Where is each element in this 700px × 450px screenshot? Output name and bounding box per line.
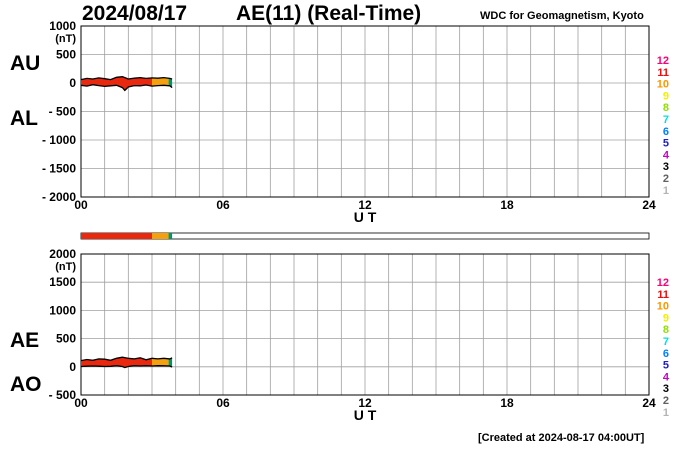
panel-upper-xaxis-label: U T (354, 209, 377, 225)
panel-lower-legend-level-1: 1 (663, 407, 669, 419)
panel-lower-ytick-label: 2000 (49, 247, 76, 261)
panel-upper-ytick-label: - 2000 (42, 190, 76, 204)
panel-lower-legend-level-2: 2 (663, 395, 669, 407)
panel-lower-legend-level-3: 3 (663, 383, 669, 395)
panel-upper-xtick-label: 00 (74, 198, 88, 212)
panel-lower-side-label-bottom: AO (10, 373, 42, 396)
panel-upper-legend-level-7: 7 (663, 114, 669, 126)
panel-lower-legend-level-9: 9 (663, 312, 669, 324)
panel-lower-xtick-label: 24 (642, 396, 656, 410)
panel-upper-legend-level-5: 5 (663, 138, 669, 150)
panel-upper-xtick-label: 18 (500, 198, 514, 212)
panel-lower-activity-fill-green (168, 358, 171, 367)
panel-upper-xtick-label: 06 (216, 198, 230, 212)
panel-lower-ytick-label: - 500 (49, 388, 77, 402)
panel-upper-ytick-label: - 500 (49, 105, 77, 119)
panel-upper-unit-label: (nT) (55, 33, 76, 45)
panel-lower-legend-level-4: 4 (663, 371, 670, 383)
panel-lower-plot-frame (80, 253, 650, 396)
panel-upper-ytick-label: - 1000 (42, 133, 76, 147)
panel-lower-ytick-label: 1000 (49, 303, 76, 317)
coverage-strip-orange (152, 233, 169, 239)
panel-upper-legend-level-10: 10 (657, 79, 669, 91)
panel-upper-legend-level-3: 3 (663, 161, 669, 173)
panel-upper-legend-level-4: 4 (663, 149, 670, 161)
panel-lower-activity-fill-red (81, 357, 152, 368)
panel-upper-plot-frame (80, 25, 650, 198)
panel-lower-unit-label: (nT) (55, 261, 76, 273)
panel-lower-activity-fill-teal (170, 357, 173, 368)
plot-date: 2024/08/17 (82, 2, 188, 25)
panel-upper-legend-level-2: 2 (663, 173, 669, 185)
panel-lower-ytick-label: 1500 (49, 275, 76, 289)
panel-upper-legend-level-9: 9 (663, 90, 669, 102)
panel-upper-legend-level-8: 8 (663, 102, 669, 114)
panel-lower-xtick-label: 06 (216, 396, 230, 410)
index-title: AE(11) (Real-Time) (236, 2, 422, 25)
panel-upper-series-al (80, 84, 173, 92)
data-source: WDC for Geomagnetism, Kyoto (480, 10, 644, 22)
panel-upper-legend-level-1: 1 (663, 185, 669, 197)
panel-upper-side-label-top: AU (10, 52, 40, 75)
panel-lower-legend-level-8: 8 (663, 324, 669, 336)
panel-lower-activity-fill-orange (152, 358, 169, 366)
panel-upper-activity-fill-orange (152, 77, 169, 87)
panel-upper-xtick-label: 24 (642, 198, 656, 212)
panel-lower-legend-level-12: 12 (657, 277, 669, 289)
panel-lower-legend-level-10: 10 (657, 301, 669, 313)
panel-lower-ytick-label: 500 (56, 332, 76, 346)
panel-upper-activity-fill-red (81, 76, 152, 91)
panel-upper-legend-level-11: 11 (657, 67, 669, 79)
panel-upper-ytick-label: 0 (69, 76, 76, 90)
panel-lower-xaxis-label: U T (354, 407, 377, 423)
panel-upper-activity-fill-teal (170, 78, 173, 88)
panel-lower-xtick-label: 00 (74, 396, 88, 410)
panel-lower-legend-level-7: 7 (663, 336, 669, 348)
panel-upper-ytick-label: - 1500 (42, 162, 76, 176)
panel-upper-ytick-label: 500 (56, 48, 76, 62)
panel-lower-series-ae (80, 356, 173, 362)
panel-upper-xtick-label: 12 (358, 198, 372, 212)
panel-lower-series-ao (80, 365, 173, 369)
coverage-strip-red (81, 233, 152, 239)
coverage-strip-green (168, 233, 171, 239)
panel-lower-legend-level-6: 6 (663, 348, 669, 360)
panel-upper-ytick-label: 1000 (49, 19, 76, 33)
created-timestamp: [Created at 2024-08-17 04:00UT] (478, 432, 645, 444)
panel-upper-activity-fill-green (168, 78, 171, 87)
panel-upper-legend-level-6: 6 (663, 126, 669, 138)
panel-lower-legend-level-11: 11 (657, 289, 669, 301)
panel-lower-xtick-label: 12 (358, 396, 372, 410)
panel-upper-series-au (80, 76, 173, 81)
panel-upper-legend-level-12: 12 (657, 55, 669, 67)
panel-lower-ytick-label: 0 (69, 360, 76, 374)
panel-lower-xtick-label: 18 (500, 396, 514, 410)
panel-lower-side-label-top: AE (10, 329, 39, 352)
panel-lower-legend-level-5: 5 (663, 360, 669, 372)
panel-upper-side-label-bottom: AL (10, 107, 38, 130)
coverage-strip-teal (170, 233, 173, 239)
